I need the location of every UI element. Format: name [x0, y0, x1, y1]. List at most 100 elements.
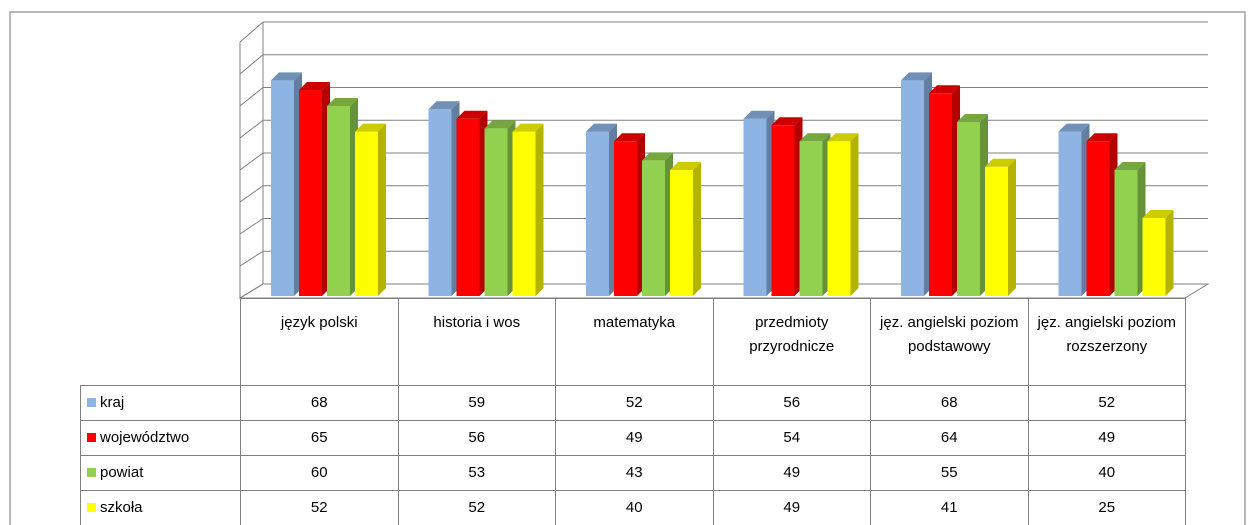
bar — [670, 162, 701, 296]
bar-top — [670, 162, 701, 170]
table-value: 52 — [240, 490, 399, 525]
legend-key — [87, 433, 96, 442]
wall-grid-line — [239, 87, 264, 107]
bar-side — [378, 123, 386, 296]
bar — [985, 158, 1016, 296]
bar-side — [1008, 158, 1016, 296]
bar-top — [827, 133, 859, 142]
bar-top — [799, 133, 831, 142]
legend-entry: kraj — [80, 385, 241, 421]
table-value: 54 — [712, 420, 871, 456]
legend-entry: szkoła — [80, 490, 241, 525]
bar-top — [1058, 123, 1090, 132]
bar — [1142, 210, 1174, 296]
bar — [271, 72, 302, 297]
table-header: historia i wos — [397, 298, 556, 386]
bar — [771, 117, 803, 296]
wall-grid-line — [239, 54, 264, 75]
bar — [586, 123, 617, 296]
table-value: 59 — [397, 385, 556, 421]
legend-label: szkoła — [100, 499, 143, 516]
frame — [9, 11, 1246, 525]
table-value: 68 — [870, 385, 1029, 421]
bar — [642, 152, 673, 296]
bar-front — [1114, 170, 1138, 296]
table-value: 43 — [555, 455, 714, 491]
bar — [799, 133, 831, 296]
bar-top — [743, 110, 775, 119]
bar-side — [1165, 210, 1174, 296]
table-value: 49 — [712, 490, 871, 525]
bar-front — [799, 141, 823, 296]
bar-front — [355, 131, 378, 296]
bar-top — [428, 101, 460, 110]
legend-key — [87, 503, 96, 512]
bar-front — [929, 93, 952, 296]
bar-front — [743, 118, 767, 296]
legend-label: powiat — [100, 464, 144, 481]
table-value: 56 — [712, 385, 871, 421]
wall-grid-line — [239, 185, 264, 203]
bar — [484, 120, 516, 297]
bar-front — [1058, 131, 1082, 296]
bar-top — [985, 158, 1016, 167]
table-header: matematyka — [555, 298, 714, 386]
table-value: 40 — [555, 490, 714, 525]
bar-side — [693, 162, 701, 296]
table-value: 25 — [1027, 490, 1186, 525]
bar — [1114, 162, 1146, 296]
bar-front — [985, 166, 1008, 296]
bar-front — [957, 122, 980, 296]
legend-label: kraj — [100, 394, 125, 411]
table-value: 49 — [712, 455, 871, 491]
bar-top — [456, 110, 488, 119]
bar-top — [901, 72, 932, 81]
bar-front — [771, 125, 795, 296]
table-value: 40 — [1027, 455, 1186, 491]
bar-side — [535, 123, 544, 296]
legend-entry: województwo — [80, 420, 241, 456]
bar-top — [355, 123, 386, 132]
bar-top — [586, 123, 617, 132]
bar-front — [327, 106, 350, 296]
table-value: 52 — [1027, 385, 1186, 421]
bar-side — [850, 133, 859, 296]
bar — [1058, 123, 1090, 296]
bar-top — [1142, 210, 1174, 218]
wall-grid-line — [239, 119, 264, 139]
table-header: przedmioty przyrodnicze — [712, 298, 871, 386]
bar-front — [512, 131, 536, 296]
bar-top — [1114, 162, 1146, 170]
table-value: 41 — [870, 490, 1029, 525]
legend-key — [87, 468, 96, 477]
table-header: język polski — [240, 298, 399, 386]
bar-top — [271, 72, 302, 81]
bar — [614, 133, 645, 296]
table-value: 55 — [870, 455, 1029, 491]
bar-top — [512, 123, 544, 132]
bar-top — [299, 82, 330, 90]
table-value: 68 — [240, 385, 399, 421]
table-value: 60 — [240, 455, 399, 491]
bar-top — [614, 133, 645, 142]
bar-top — [957, 114, 988, 122]
bar-top — [771, 117, 803, 126]
table-value: 52 — [397, 490, 556, 525]
table-value: 53 — [397, 455, 556, 491]
bar — [512, 123, 544, 296]
wall-grid-line — [239, 21, 264, 43]
bar-front — [484, 128, 508, 296]
bar-top — [1086, 133, 1118, 142]
table-value: 65 — [240, 420, 399, 456]
bar-front — [614, 141, 637, 296]
bar-top — [327, 98, 358, 106]
wall-grid-line — [239, 152, 264, 171]
bar-top — [484, 120, 516, 129]
bar — [355, 123, 386, 296]
bar-front — [901, 80, 924, 297]
bar-front — [271, 80, 294, 297]
bar-top — [929, 85, 960, 94]
bar — [299, 82, 330, 296]
bar — [1086, 133, 1118, 296]
